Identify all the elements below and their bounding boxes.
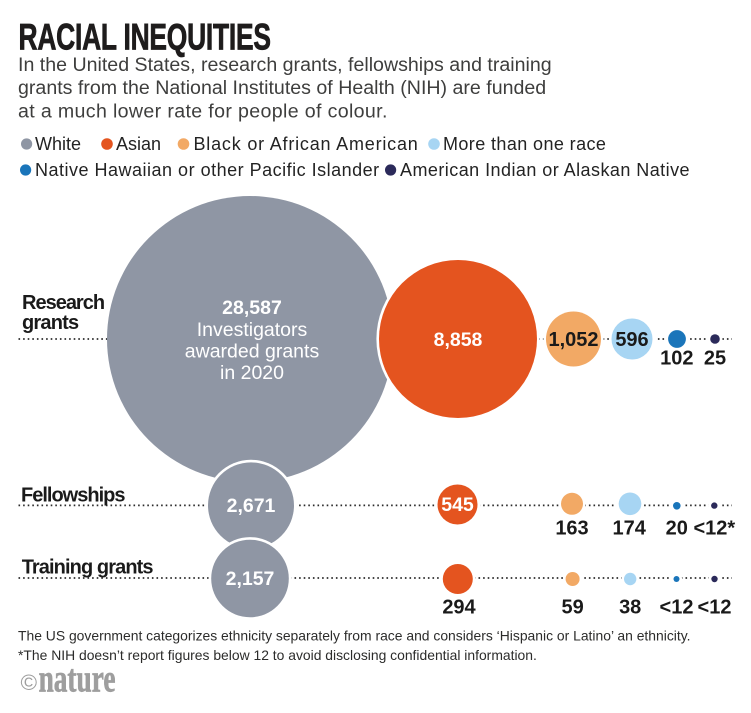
svg-text:2,671: 2,671 <box>227 495 276 517</box>
svg-text:<12: <12 <box>660 597 694 619</box>
svg-text:20: 20 <box>666 518 688 540</box>
svg-text:American Indian or Alaskan Nat: American Indian or Alaskan Native <box>400 160 690 180</box>
svg-text:©: © <box>21 670 38 695</box>
svg-text:at a much lower rate for peopl: at a much lower rate for people of colou… <box>18 100 388 122</box>
svg-text:8,858: 8,858 <box>434 329 483 351</box>
svg-text:Investigators: Investigators <box>197 319 308 341</box>
svg-text:<12*: <12* <box>693 518 735 540</box>
svg-text:294: 294 <box>442 597 476 619</box>
svg-text:Native Hawaiian or other Pacif: Native Hawaiian or other Pacific Islande… <box>35 160 380 180</box>
svg-text:More than one race: More than one race <box>443 134 606 154</box>
svg-text:174: 174 <box>613 518 647 540</box>
svg-text:Training grants: Training grants <box>22 557 154 579</box>
svg-text:38: 38 <box>619 597 641 619</box>
svg-text:102: 102 <box>660 347 693 369</box>
svg-text:2,157: 2,157 <box>226 568 275 590</box>
svg-text:Fellowships: Fellowships <box>21 484 125 506</box>
svg-text:grants from the National Insti: grants from the National Institutes of H… <box>18 77 546 99</box>
svg-text:Asian: Asian <box>116 134 161 154</box>
svg-text:The US government categorizes: The US government categorizes ethnicity … <box>18 628 690 644</box>
svg-text:28,587: 28,587 <box>222 297 282 319</box>
svg-text:nature: nature <box>39 658 116 701</box>
svg-text:1,052: 1,052 <box>548 329 598 351</box>
svg-text:163: 163 <box>555 518 588 540</box>
svg-text:59: 59 <box>561 597 583 619</box>
svg-text:Research: Research <box>22 292 104 314</box>
svg-text:545: 545 <box>441 494 474 516</box>
svg-text:25: 25 <box>704 347 726 369</box>
svg-text:Black or African American: Black or African American <box>194 134 419 154</box>
svg-text:awarded grants: awarded grants <box>185 341 320 363</box>
svg-text:<12: <12 <box>698 597 732 619</box>
svg-text:White: White <box>35 134 81 154</box>
svg-text:*The NIH doesn’t report figure: *The NIH doesn’t report figures below 12… <box>18 647 537 663</box>
svg-text:RACIAL INEQUITIES: RACIAL INEQUITIES <box>19 16 271 57</box>
svg-text:In the United States, research: In the United States, research grants, f… <box>18 54 552 76</box>
svg-text:596: 596 <box>615 329 648 351</box>
svg-text:grants: grants <box>22 312 79 334</box>
svg-text:in 2020: in 2020 <box>220 362 284 384</box>
